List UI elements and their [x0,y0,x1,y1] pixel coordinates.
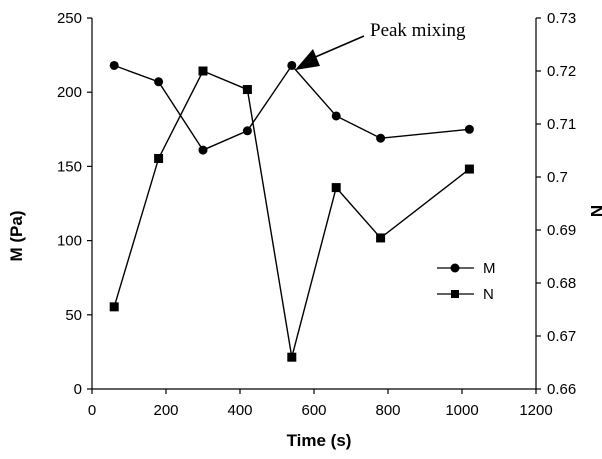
right-tick-label: 0.69 [547,222,576,239]
legend: M N [437,260,496,303]
legend-label-m: M [483,260,496,277]
data-point-m [109,60,119,70]
data-point-n [376,233,386,243]
legend-marker-m [450,263,460,273]
data-point-n [242,85,252,95]
left-tick-label: 250 [57,10,82,27]
left-tick-label: 150 [57,158,82,175]
x-tick-label: 1000 [445,402,478,419]
data-point-m [198,145,208,155]
x-tick-label: 400 [227,402,252,419]
right-tick-label: 0.72 [547,63,576,80]
data-point-m [287,60,297,70]
data-point-m [376,133,386,143]
left-axis-title: M (Pa) [7,211,26,262]
x-tick-label: 800 [375,402,400,419]
left-tick-label: 0 [74,381,82,398]
right-tick-label: 0.7 [547,169,568,186]
right-tick-label: 0.68 [547,275,576,292]
data-point-n [154,153,164,163]
data-point-m [464,124,474,134]
legend-marker-n [451,290,459,298]
left-axis-ticks: 0 50 100 150 200 250 [57,10,92,398]
left-tick-label: 50 [65,307,82,324]
right-tick-label: 0.71 [547,116,576,133]
series-layer [109,60,474,362]
left-tick-label: 200 [57,84,82,101]
annotation-text: Peak mixing [370,20,466,41]
series-line-n [113,70,470,358]
right-tick-label: 0.66 [547,381,576,398]
data-point-m [154,77,164,87]
series-line-m [113,64,470,151]
x-axis-title: Time (s) [287,431,352,450]
x-tick-label: 200 [153,402,178,419]
legend-label-n: N [483,286,494,303]
data-point-n [198,66,208,76]
annotation-arrowhead [295,49,320,70]
right-tick-label: 0.73 [547,10,576,27]
peak-mixing-annotation: Peak mixing [295,20,466,70]
data-point-m [331,111,341,121]
x-tick-label: 1200 [519,402,552,419]
data-point-n [109,302,119,312]
x-tick-label: 600 [301,402,326,419]
left-tick-label: 100 [57,233,82,250]
x-axis-ticks: 0 200 400 600 800 1000 1200 [88,389,553,419]
x-tick-label: 0 [88,402,96,419]
right-axis-title: N [587,205,602,217]
data-point-m [242,126,252,136]
data-point-n [464,164,474,174]
annotation-arrow-line [312,35,365,59]
right-axis-ticks: 0.66 0.67 0.68 0.69 0.7 0.71 0.72 0.73 [536,10,576,398]
right-tick-label: 0.67 [547,328,576,345]
data-point-n [331,183,341,193]
data-point-n [287,352,297,362]
